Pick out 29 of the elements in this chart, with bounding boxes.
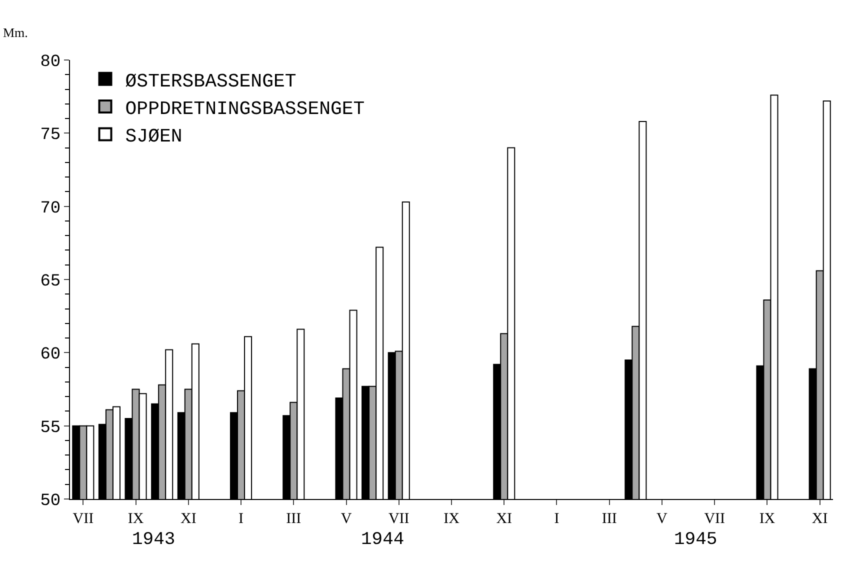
x-tick-label: IX (759, 511, 776, 527)
x-tick-label: I (554, 511, 560, 527)
y-tick-label: 55 (40, 418, 61, 438)
y-tick-label: 65 (40, 272, 61, 292)
x-tick-label: VII (704, 511, 726, 527)
x-tick-label: XI (180, 511, 196, 527)
x-tick-label: I (238, 511, 244, 527)
text: 1944 (361, 530, 404, 550)
legend-label: OPPDRETNINGSBASSENGET (125, 98, 365, 120)
x-tick-label: IX (128, 511, 144, 527)
text: 1945 (674, 530, 718, 550)
x-tick-label: IX (444, 511, 460, 527)
y-axis-title: Mm. (3, 25, 28, 40)
x-tick-label: III (602, 511, 617, 527)
x-tick-label: V (340, 511, 352, 527)
y-tick-label: 50 (40, 492, 61, 511)
y-tick-label: 60 (40, 346, 61, 365)
x-tick-label: V (656, 511, 668, 527)
legend-label: SJØEN (125, 126, 182, 148)
x-tick-label: VII (388, 511, 410, 527)
x-tick-label: XI (812, 511, 828, 527)
y-tick-label: 80 (40, 52, 61, 72)
x-tick-label: XI (496, 511, 512, 527)
x-tick-label: III (286, 511, 302, 527)
x-tick-label: VII (72, 511, 94, 527)
y-tick-label: 75 (40, 126, 61, 146)
text: 1943 (132, 530, 176, 550)
legend-label: ØSTERSBASSENGET (125, 70, 296, 92)
y-tick-label: 70 (40, 199, 61, 218)
